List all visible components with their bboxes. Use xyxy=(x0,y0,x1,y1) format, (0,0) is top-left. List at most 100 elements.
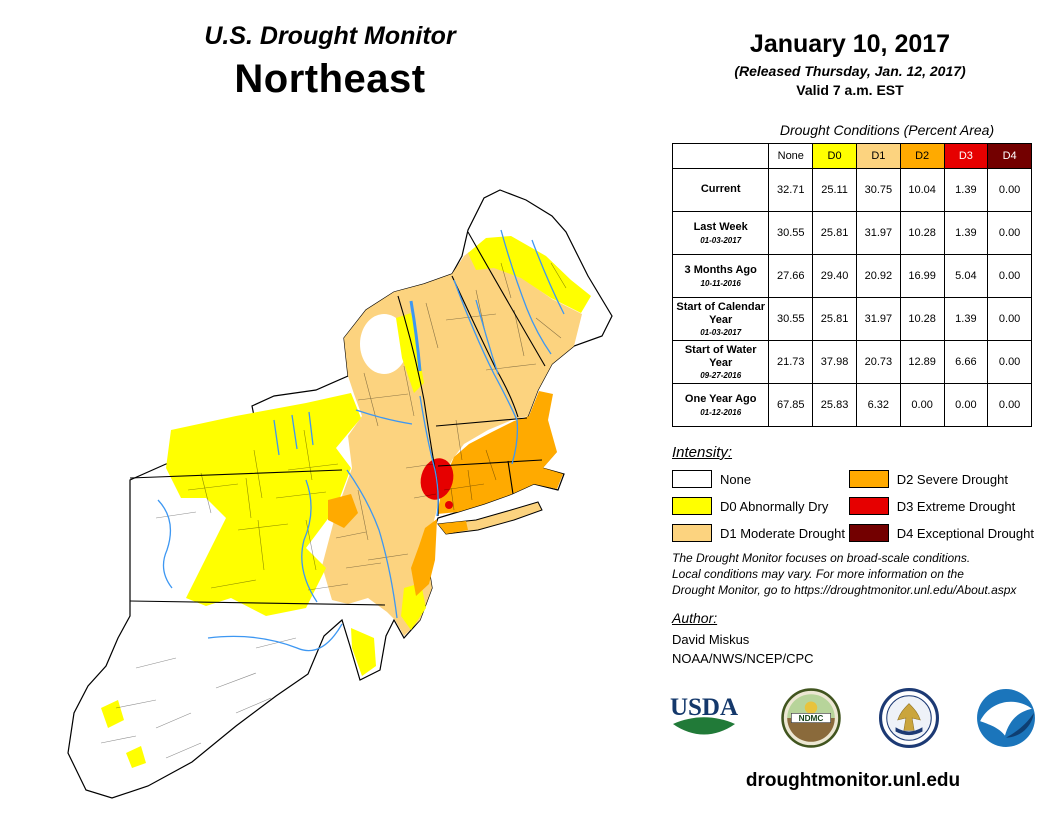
state-borders xyxy=(129,231,546,606)
table-row: Last Week 01-03-2017 30.55 25.81 31.97 10… xyxy=(671,211,1032,255)
eagle-icon xyxy=(896,703,921,731)
row-label: 3 Months Ago xyxy=(684,264,757,277)
cell-value: 25.81 xyxy=(812,211,857,255)
disclaimer-line: The Drought Monitor focuses on broad-sca… xyxy=(672,551,971,565)
table-title: Drought Conditions (Percent Area) xyxy=(779,122,995,138)
row-sublabel: 01-03-2017 xyxy=(700,235,742,245)
date-block: January 10, 2017 (Released Thursday, Jan… xyxy=(688,30,1012,98)
intensity-legend: Intensity: None D0 Abnormally Dry D1 Mod… xyxy=(672,444,1034,551)
cell-value: 10.28 xyxy=(899,297,945,341)
agency-logos: USDA NDMC xyxy=(664,688,1036,748)
legend-label: D0 Abnormally Dry xyxy=(720,498,829,514)
cell-value: 0.00 xyxy=(943,383,989,427)
legend-item-d1: D1 Moderate Drought xyxy=(672,524,849,542)
col-header-d2: D2 xyxy=(899,143,945,169)
ndmc-wordmark: NDMC xyxy=(799,714,824,723)
cell-value: 0.00 xyxy=(987,168,1032,212)
cell-value: 25.11 xyxy=(812,168,857,212)
table-corner-cell xyxy=(671,143,770,169)
col-header-d1: D1 xyxy=(855,143,901,169)
cell-value: 16.99 xyxy=(899,254,945,298)
valid-time: Valid 7 a.m. EST xyxy=(796,82,904,98)
col-header-d4: D4 xyxy=(987,143,1032,169)
row-label: Last Week xyxy=(693,221,748,234)
cell-value: 30.55 xyxy=(768,297,814,341)
author-label: Author: xyxy=(672,610,718,626)
cell-value: 30.55 xyxy=(768,211,814,255)
title-block: U.S. Drought Monitor Northeast xyxy=(0,22,660,102)
cell-value: 21.73 xyxy=(768,340,814,384)
disclaimer-text: The Drought Monitor focuses on broad-sca… xyxy=(672,550,1042,599)
cell-value: 30.75 xyxy=(855,168,901,212)
swatch-d2 xyxy=(848,470,889,488)
cell-value: 0.00 xyxy=(987,211,1032,255)
cell-value: 0.00 xyxy=(987,383,1032,427)
disclaimer-line: Local conditions may vary. For more info… xyxy=(672,567,964,582)
legend-item-d3: D3 Extreme Drought xyxy=(848,497,1034,515)
swatch-d3 xyxy=(848,497,889,515)
county-boundaries xyxy=(100,262,567,759)
cell-value: 25.83 xyxy=(812,383,857,427)
lake-champlain xyxy=(409,300,422,372)
legend-label: D2 Severe Drought xyxy=(896,471,1008,487)
noaa-logo xyxy=(977,689,1035,747)
row-label: One Year Ago xyxy=(684,393,757,406)
author-org: NOAA/NWS/NCEP/CPC xyxy=(672,651,814,666)
cell-value: 0.00 xyxy=(987,297,1032,341)
cell-value: 31.97 xyxy=(855,297,901,341)
cell-value: 31.97 xyxy=(855,211,901,255)
row-sublabel: 10-11-2016 xyxy=(700,278,741,288)
row-sublabel: 01-12-2016 xyxy=(700,407,742,417)
legend-label: D1 Moderate Drought xyxy=(720,525,846,541)
map-date: January 10, 2017 xyxy=(749,30,951,58)
swatch-d1 xyxy=(672,524,712,542)
cell-value: 32.71 xyxy=(768,168,814,212)
swatch-d0 xyxy=(672,497,712,515)
northeast-map-svg xyxy=(67,189,613,799)
cell-value: 1.39 xyxy=(943,211,989,255)
legend-item-d4: D4 Exceptional Drought xyxy=(848,524,1034,542)
cell-value: 10.04 xyxy=(899,168,945,212)
legend-label: None xyxy=(720,471,752,487)
row-sublabel: 01-03-2017 xyxy=(700,328,742,338)
usda-wordmark: USDA xyxy=(670,694,738,721)
cell-value: 67.85 xyxy=(768,383,814,427)
table-row: 3 Months Ago 10-11-2016 27.66 29.40 20.92… xyxy=(671,254,1032,298)
row-label: Current xyxy=(700,182,741,195)
cell-value: 0.00 xyxy=(899,383,945,427)
disclaimer-line: Drought Monitor, go to https://droughtmo… xyxy=(672,583,1017,598)
cell-value: 0.00 xyxy=(987,340,1032,384)
table-header-row: None D0 D1 D2 D3 D4 xyxy=(671,143,1032,169)
row-label: Start of Water Year xyxy=(684,343,757,369)
map-none-patch xyxy=(360,314,408,374)
usda-swoosh xyxy=(673,717,735,735)
cell-value: 37.98 xyxy=(812,340,857,384)
map-layer-d0 xyxy=(101,236,591,768)
legend-label: D3 Extreme Drought xyxy=(896,498,1016,514)
col-header-d0: D0 xyxy=(812,143,857,169)
usda-logo: USDA xyxy=(670,694,738,735)
author-block: Author: David Miskus NOAA/NWS/NCEP/CPC xyxy=(672,610,814,666)
cell-value: 10.28 xyxy=(899,211,945,255)
seagull-icon xyxy=(980,701,1032,736)
legend-label: D4 Exceptional Drought xyxy=(896,525,1034,541)
cell-value: 20.73 xyxy=(855,340,901,384)
col-header-none: None xyxy=(768,143,814,169)
cell-value: 0.00 xyxy=(987,254,1032,298)
cell-value: 6.66 xyxy=(943,340,989,384)
page-title: U.S. Drought Monitor xyxy=(204,22,456,50)
region-title: Northeast xyxy=(234,57,426,101)
ndmc-logo: NDMC xyxy=(781,688,842,748)
rivers xyxy=(157,229,565,652)
cell-value: 29.40 xyxy=(812,254,857,298)
cell-value: 20.92 xyxy=(855,254,901,298)
drought-conditions-table: None D0 D1 D2 D3 D4 Current 32.71 25.11 … xyxy=(671,143,1032,427)
legend-title: Intensity: xyxy=(672,444,733,461)
row-sublabel: 09-27-2016 xyxy=(700,371,742,381)
cell-value: 27.66 xyxy=(768,254,814,298)
legend-item-d0: D0 Abnormally Dry xyxy=(672,497,849,515)
site-url: droughtmonitor.unl.edu xyxy=(745,770,961,791)
cell-value: 25.81 xyxy=(812,297,857,341)
table-row: Start of Water Year 09-27-2016 21.73 37.9… xyxy=(671,340,1032,384)
